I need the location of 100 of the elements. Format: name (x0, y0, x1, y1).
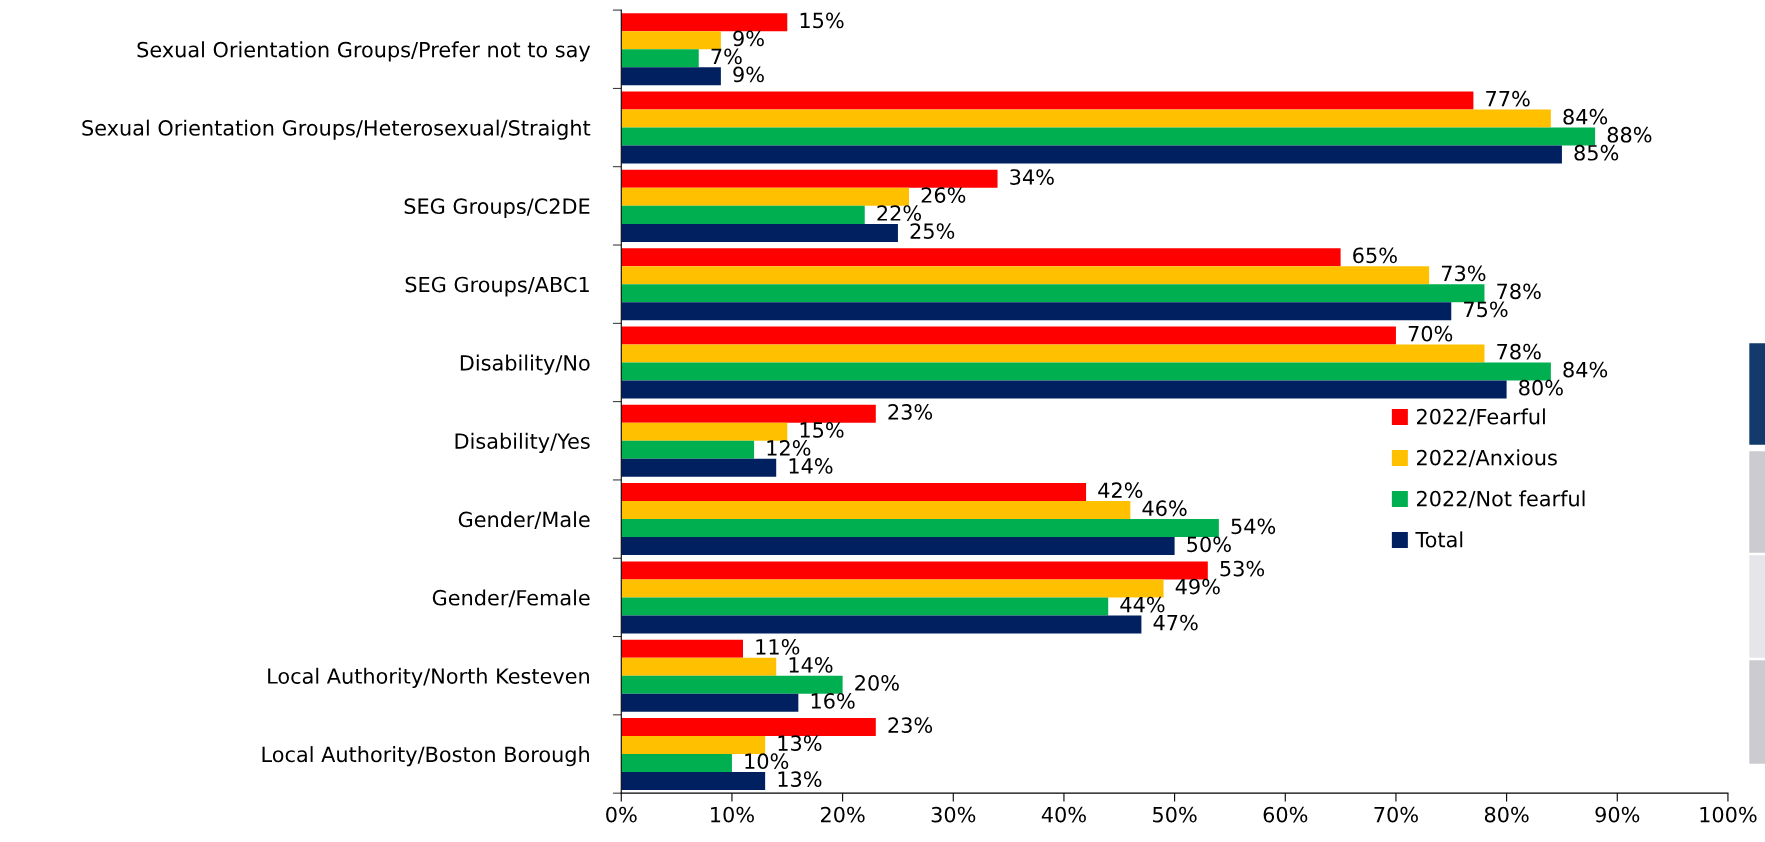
bar (621, 362, 1551, 381)
y-tick-label: Sexual Orientation Groups/Heterosexual/Straight (82, 119, 591, 140)
data-label: 73% (1441, 265, 1486, 282)
x-tick-label: 20% (820, 806, 865, 823)
x-tick-label: 10% (711, 806, 754, 823)
data-label: 77% (1486, 90, 1530, 107)
data-label: 16% (811, 693, 855, 709)
data-label: 23% (888, 717, 933, 734)
data-label: 26% (921, 187, 966, 203)
data-label: 20% (855, 675, 899, 691)
x-tick-label: 30% (931, 806, 976, 823)
legend-label: 2022/Anxious (1417, 449, 1557, 468)
bar (621, 49, 699, 68)
data-label: 14% (789, 656, 833, 673)
data-label: 50% (1187, 536, 1231, 553)
bar (621, 145, 1562, 164)
bar (621, 127, 1596, 146)
bar (621, 736, 766, 755)
legend-label: 2022/Fearful (1417, 408, 1545, 427)
bar (621, 519, 1219, 538)
bar (621, 31, 721, 50)
data-label: 84% (1563, 108, 1608, 125)
data-label: 15% (800, 12, 844, 29)
data-label: 88% (1607, 126, 1652, 143)
legend-label: 2022/Not fearful (1417, 490, 1585, 509)
bar (621, 326, 1396, 345)
bar (621, 67, 721, 86)
data-label: 78% (1497, 283, 1541, 300)
bar (621, 248, 1341, 267)
x-tick-label: 60% (1263, 806, 1308, 823)
bar (621, 404, 876, 423)
y-tick-label: Disability/No (460, 354, 590, 375)
bar (621, 561, 1208, 580)
data-label: 85% (1574, 144, 1619, 161)
bar (621, 302, 1452, 321)
x-tick-label: 50% (1153, 806, 1197, 823)
data-label: 65% (1353, 247, 1397, 264)
bar (621, 91, 1474, 110)
bar (621, 169, 998, 188)
bar (621, 675, 843, 694)
x-tick-label: 80% (1484, 806, 1529, 823)
bar (621, 187, 910, 206)
data-label: 42% (1098, 482, 1143, 499)
data-label: 46% (1142, 500, 1187, 517)
data-label: 13% (778, 735, 822, 752)
bar (621, 597, 1109, 616)
bar (621, 693, 799, 712)
bar (621, 615, 1142, 634)
x-tick-label: 100% (1700, 806, 1757, 823)
x-tick-label: 70% (1374, 806, 1418, 823)
bar (621, 205, 865, 224)
x-tick-label: 90% (1595, 806, 1640, 823)
bar (621, 772, 766, 791)
data-label: 10% (745, 753, 789, 770)
legend-label: Total (1415, 531, 1463, 548)
bar (621, 440, 755, 459)
data-label: 80% (1519, 379, 1563, 396)
data-label: 54% (1231, 518, 1276, 535)
bar (621, 266, 1430, 285)
data-label: 13% (778, 771, 822, 788)
bar (621, 380, 1507, 399)
y-tick-label: Sexual Orientation Groups/Prefer not to say (137, 41, 591, 62)
bar (621, 458, 777, 477)
bar (621, 109, 1551, 128)
data-label: 12% (767, 440, 811, 456)
data-label: 44% (1120, 596, 1165, 613)
bar (621, 501, 1131, 520)
data-label: 14% (789, 458, 833, 474)
data-label: 15% (800, 422, 844, 438)
y-tick-label: SEG Groups/C2DE (404, 198, 590, 219)
data-label: 9% (733, 66, 764, 83)
bar (621, 717, 876, 736)
bar (621, 657, 777, 676)
y-tick-label: Local Authority/North Kesteven (268, 667, 589, 688)
data-label: 70% (1408, 325, 1453, 342)
data-label: 75% (1464, 301, 1508, 318)
data-label: 23% (888, 404, 933, 420)
bar (621, 483, 1087, 502)
bar (621, 422, 788, 441)
bar (621, 284, 1485, 303)
x-tick-label: 0% (606, 806, 637, 823)
y-tick-label: Local Authority/Boston Borough (262, 746, 589, 767)
y-tick-label: Gender/Male (458, 511, 590, 529)
data-label: 78% (1497, 343, 1541, 360)
bar (621, 537, 1175, 556)
bar (621, 13, 788, 32)
data-label: 47% (1153, 614, 1198, 631)
data-label: 22% (877, 205, 922, 221)
y-tick-label: SEG Groups/ABC1 (405, 276, 589, 297)
x-tick-label: 40% (1041, 806, 1086, 823)
data-label: 34% (1010, 169, 1054, 185)
bar (621, 344, 1485, 363)
bar (621, 754, 732, 773)
data-label: 53% (1220, 560, 1265, 577)
data-label: 84% (1563, 361, 1608, 378)
data-label: 7% (711, 48, 742, 65)
data-label: 9% (733, 30, 764, 47)
bar (621, 579, 1164, 598)
data-label: 25% (910, 223, 955, 239)
data-label: 49% (1175, 578, 1220, 595)
